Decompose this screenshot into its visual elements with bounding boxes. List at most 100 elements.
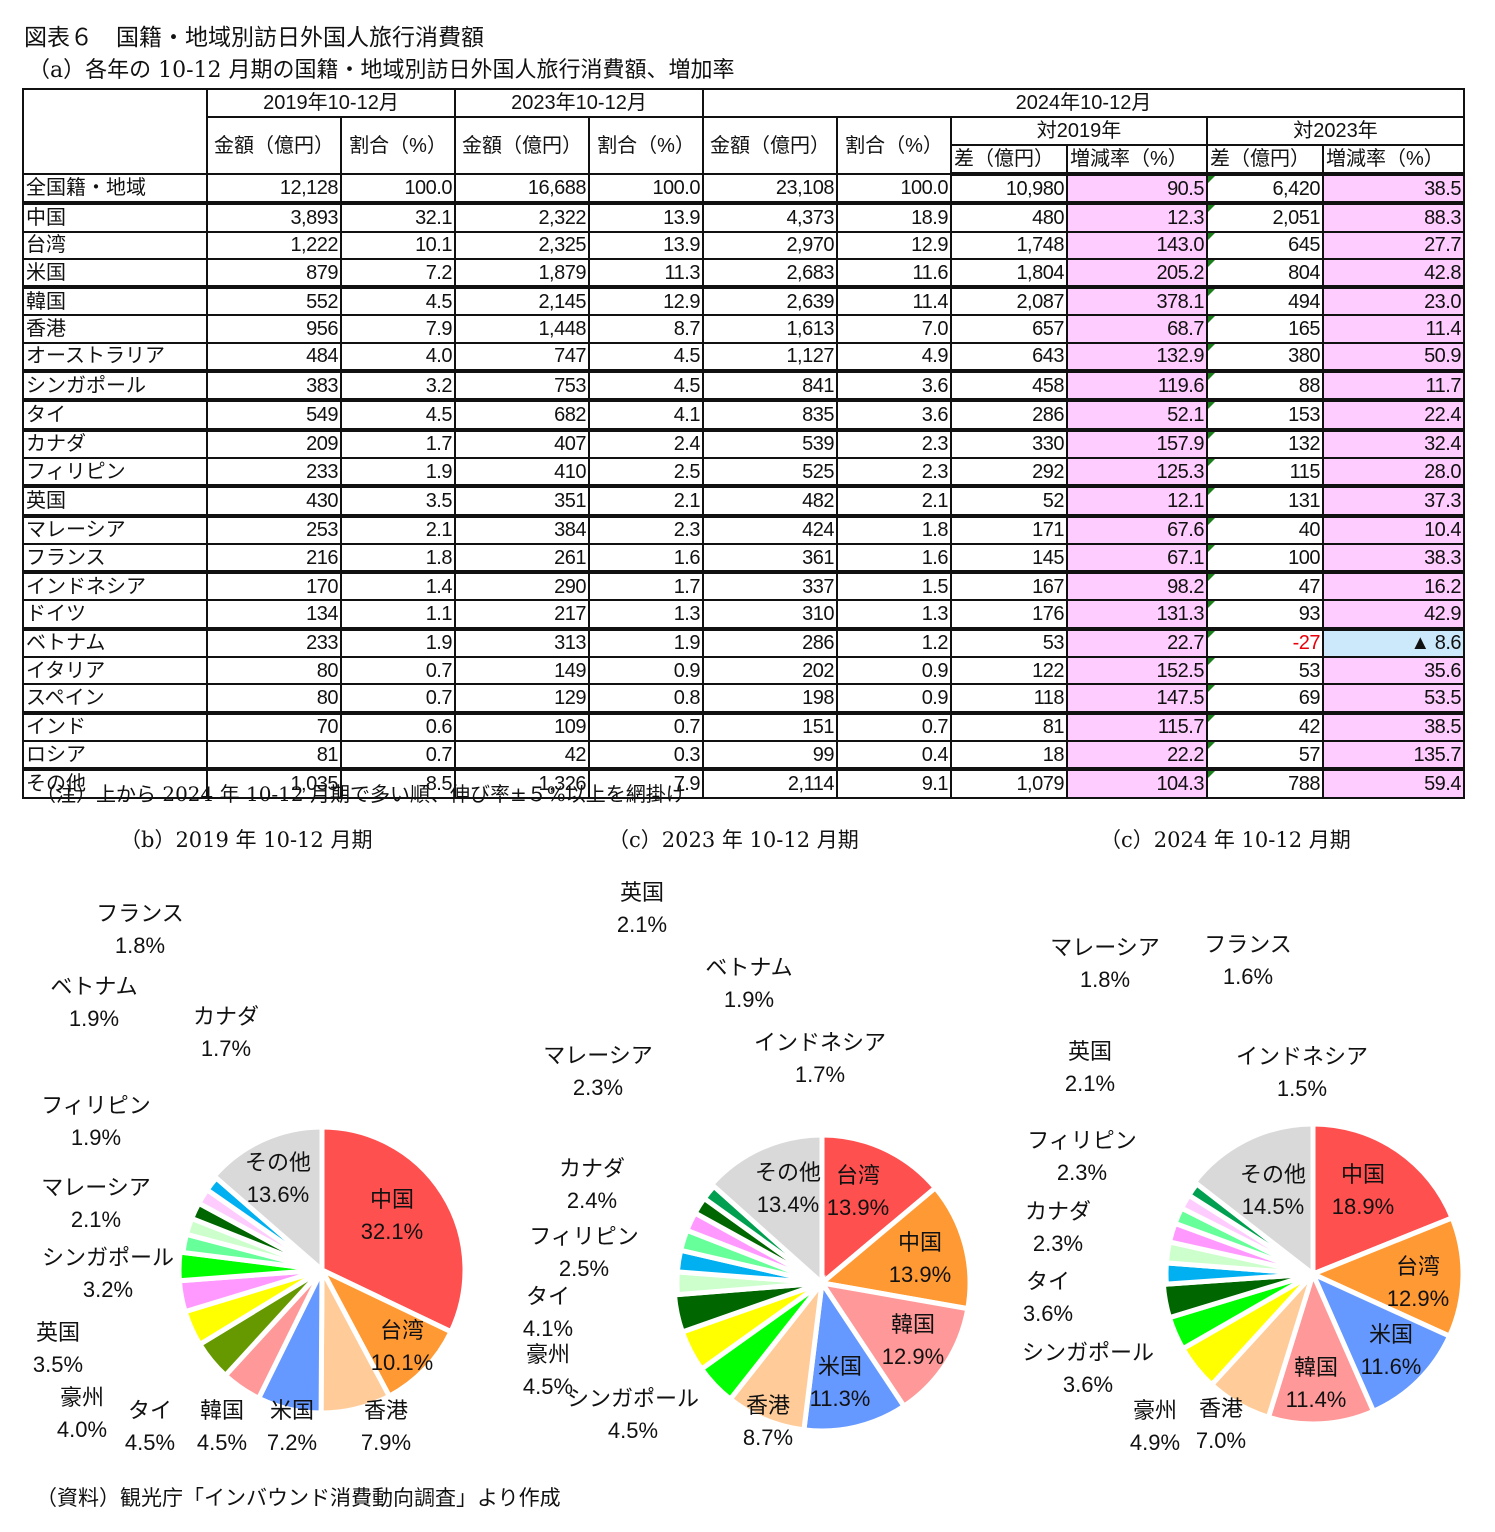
country-name: シンガポール bbox=[22, 370, 208, 403]
pie-slice bbox=[319, 1124, 468, 1336]
cell-s23: 2.1 bbox=[588, 485, 704, 518]
pie-slice bbox=[801, 1275, 908, 1434]
pie-label-name: 英国 bbox=[36, 1320, 80, 1345]
pie-label-pct: 1.7% bbox=[201, 1036, 251, 1061]
cell-d19: 1,804 bbox=[950, 257, 1068, 290]
cell-a19: 81 bbox=[206, 739, 342, 772]
pie-slice bbox=[1265, 1266, 1377, 1427]
cell-r23: 28.0 bbox=[1322, 456, 1465, 489]
pie-label-name: シンガポール bbox=[567, 1386, 699, 1411]
pie-slice bbox=[671, 1280, 823, 1336]
cell-r23: 42.9 bbox=[1322, 599, 1465, 631]
cell-s24: 18.9 bbox=[836, 202, 952, 233]
cell-r23: 22.4 bbox=[1322, 399, 1465, 432]
header-vs-2023: 対2023年 bbox=[1206, 116, 1465, 146]
pie-label-pct: 8.7% bbox=[743, 1425, 793, 1450]
cell-r23: 38.5 bbox=[1322, 711, 1465, 742]
cell-r19: 98.2 bbox=[1066, 571, 1208, 602]
cell-s23: 0.8 bbox=[588, 683, 704, 715]
cell-d19: 52 bbox=[950, 485, 1068, 518]
pie-label-name: タイ bbox=[1026, 1269, 1070, 1294]
pie-label-name: 豪州 bbox=[1133, 1398, 1177, 1423]
spending-table: 2019年10-12月 2023年10-12月 2024年10-12月 金額（億… bbox=[22, 88, 1465, 799]
cell-a24: 2,639 bbox=[702, 286, 838, 317]
cell-a24: 1,127 bbox=[702, 341, 838, 374]
pie-label-name: シンガポール bbox=[1022, 1340, 1154, 1365]
cell-a24: 424 bbox=[702, 514, 838, 545]
cell-s24: 11.6 bbox=[836, 257, 952, 290]
cell-r19: 119.6 bbox=[1066, 370, 1208, 403]
pie-label-name: フランス bbox=[1204, 932, 1292, 957]
cell-s23: 1.6 bbox=[588, 542, 704, 575]
source-note: （資料）観光庁「インバウンド消費動向調査」より作成 bbox=[36, 1486, 561, 1510]
header-vs-2019: 対2019年 bbox=[950, 116, 1208, 146]
cell-s23: 7.9 bbox=[588, 768, 704, 799]
cell-a23: 16,688 bbox=[454, 172, 590, 206]
cell-s19: 1.9 bbox=[340, 627, 456, 659]
cell-s19: 100.0 bbox=[340, 172, 456, 206]
cell-r19: 147.5 bbox=[1066, 683, 1208, 715]
pie-label-pct: 1.6% bbox=[1223, 964, 1273, 989]
pie-label-pct: 1.9% bbox=[724, 987, 774, 1012]
col-share-2024: 割合（%） bbox=[836, 116, 952, 175]
cell-a23: 42 bbox=[454, 739, 590, 772]
cell-r23: 38.3 bbox=[1322, 542, 1465, 575]
cell-a23: 149 bbox=[454, 656, 590, 686]
cell-s19: 2.1 bbox=[340, 514, 456, 545]
cell-r23: 27.7 bbox=[1322, 230, 1465, 260]
cell-r19: 143.0 bbox=[1066, 230, 1208, 260]
pie-label-name: 台湾 bbox=[1396, 1254, 1440, 1279]
table-row: インド 70 0.6 109 0.7 151 0.7 81 115.7 42 38.5 bbox=[22, 711, 1465, 742]
cell-a24: 1,613 bbox=[702, 314, 838, 344]
pie-label-pct: 2.4% bbox=[567, 1188, 617, 1213]
cell-s23: 2.4 bbox=[588, 428, 704, 459]
cell-a24: 202 bbox=[702, 656, 838, 686]
cell-s24: 1.3 bbox=[836, 599, 952, 631]
pie-label-name: その他 bbox=[1240, 1162, 1306, 1187]
pie-slice bbox=[819, 1132, 939, 1289]
cell-a19: 253 bbox=[206, 514, 342, 545]
cell-r19: 67.6 bbox=[1066, 514, 1208, 545]
cell-s23: 1.9 bbox=[588, 627, 704, 659]
country-name: 英国 bbox=[22, 485, 208, 518]
pie-label-name: マレーシア bbox=[41, 1175, 151, 1200]
cell-s24: 3.6 bbox=[836, 370, 952, 403]
pie-slice bbox=[1190, 1121, 1316, 1280]
cell-s19: 0.7 bbox=[340, 683, 456, 715]
cell-a24: 337 bbox=[702, 571, 838, 602]
cell-r19: 115.7 bbox=[1066, 711, 1208, 742]
pie-slice bbox=[1308, 1269, 1453, 1415]
cell-a24: 151 bbox=[702, 711, 838, 742]
cell-a23: 1,448 bbox=[454, 314, 590, 344]
pie-label-pct: 2.3% bbox=[573, 1075, 623, 1100]
cell-a23: 290 bbox=[454, 571, 590, 602]
cell-d23: 2,051 bbox=[1206, 202, 1324, 233]
cell-r23: 88.3 bbox=[1322, 202, 1465, 233]
pie-label-pct: 2.5% bbox=[559, 1256, 609, 1281]
cell-s19: 7.2 bbox=[340, 257, 456, 290]
cell-r19: 132.9 bbox=[1066, 341, 1208, 374]
pie-label-pct: 14.5% bbox=[1242, 1194, 1304, 1219]
cell-r19: 131.3 bbox=[1066, 599, 1208, 631]
country-name: ロシア bbox=[22, 739, 208, 772]
cell-r19: 52.1 bbox=[1066, 399, 1208, 432]
table-row: シンガポール 383 3.2 753 4.5 841 3.6 458 119.6 88 11.7 bbox=[22, 370, 1465, 403]
country-name: タイ bbox=[22, 399, 208, 432]
cell-d19: 643 bbox=[950, 341, 1068, 374]
country-name: 台湾 bbox=[22, 230, 208, 260]
cell-a24: 286 bbox=[702, 627, 838, 659]
cell-r19: 152.5 bbox=[1066, 656, 1208, 686]
corner-cell bbox=[22, 88, 208, 175]
country-name: 韓国 bbox=[22, 286, 208, 317]
cell-d19: 81 bbox=[950, 711, 1068, 742]
pie-label-pct: 4.5% bbox=[523, 1374, 573, 1399]
cell-s23: 4.5 bbox=[588, 341, 704, 374]
cell-a24: 482 bbox=[702, 485, 838, 518]
cell-r19: 22.7 bbox=[1066, 627, 1208, 659]
cell-s23: 1.7 bbox=[588, 571, 704, 602]
pie-label-name: 英国 bbox=[1068, 1039, 1112, 1064]
pie-label-name: 韓国 bbox=[891, 1312, 935, 1337]
pie-label-pct: 13.6% bbox=[247, 1182, 309, 1207]
cell-s24: 0.9 bbox=[836, 656, 952, 686]
table-row: 中国 3,893 32.1 2,322 13.9 4,373 18.9 480 12.3 2,05… bbox=[22, 202, 1465, 233]
